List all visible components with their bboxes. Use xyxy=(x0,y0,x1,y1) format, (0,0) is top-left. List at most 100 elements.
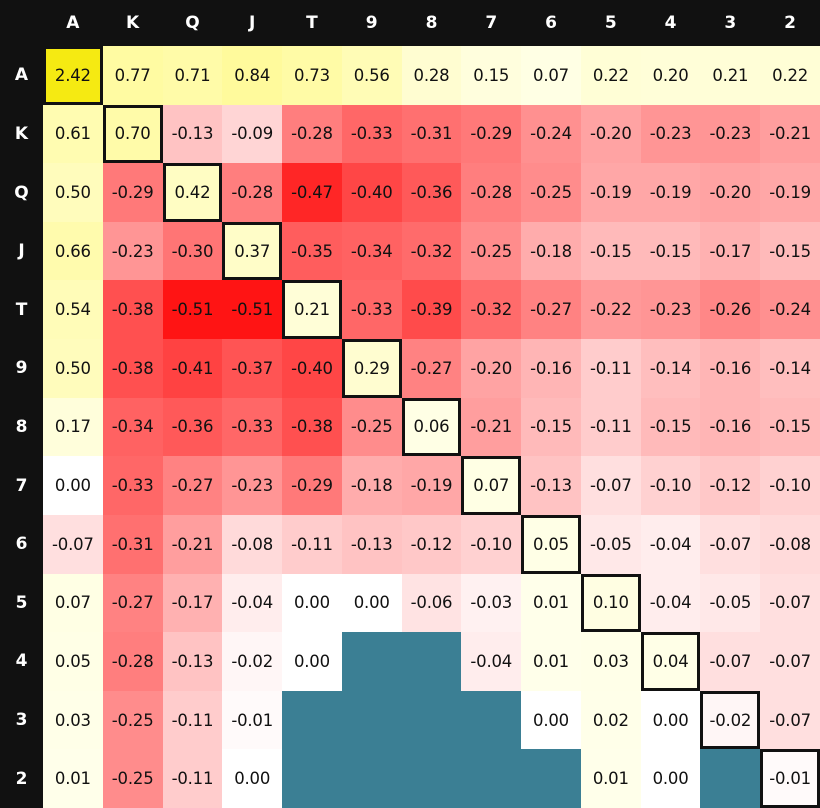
heatmap-cell: -0.23 xyxy=(222,456,283,515)
heatmap-cell: -0.07 xyxy=(700,632,761,691)
heatmap-cell: -0.15 xyxy=(521,397,581,457)
heatmap-cell: -0.24 xyxy=(521,104,581,164)
heatmap-cell: -0.20 xyxy=(700,163,761,222)
heatmap-cell: -0.28 xyxy=(282,104,342,164)
row-header: A xyxy=(14,65,29,86)
heatmap-cell: -0.36 xyxy=(401,163,462,222)
heatmap-cell: -0.31 xyxy=(102,514,163,574)
heatmap-cell: 0.73 xyxy=(282,46,342,105)
heatmap-cell: 0.00 xyxy=(341,573,402,633)
heatmap-cell: 0.00 xyxy=(640,690,701,750)
heatmap-cell: 0.20 xyxy=(640,46,701,105)
heatmap-cell: -0.47 xyxy=(282,163,342,222)
heatmap-cell: -0.07 xyxy=(760,573,820,633)
heatmap-cell: -0.23 xyxy=(102,221,163,281)
heatmap-cell: 0.29 xyxy=(341,339,402,398)
column-header: 8 xyxy=(425,13,438,33)
heatmap-cell-empty xyxy=(401,690,462,750)
heatmap-cell: -0.22 xyxy=(580,280,641,340)
heatmap-cell: 0.61 xyxy=(43,104,103,164)
heatmap-cell: -0.08 xyxy=(760,514,820,574)
heatmap-cell: -0.31 xyxy=(401,104,462,164)
heatmap-cell: -0.16 xyxy=(700,397,761,457)
heatmap-cell: -0.23 xyxy=(700,104,761,164)
heatmap-cell: -0.28 xyxy=(461,163,522,222)
heatmap-cell: -0.40 xyxy=(341,163,402,222)
heatmap-cell: 0.66 xyxy=(43,221,103,281)
heatmap-cell: -0.13 xyxy=(162,104,223,164)
heatmap-cell: -0.32 xyxy=(401,221,462,281)
heatmap-cell: -0.07 xyxy=(43,514,103,574)
heatmap-cell: -0.14 xyxy=(760,339,820,398)
heatmap-cell: 0.05 xyxy=(43,632,103,691)
column-header: 3 xyxy=(724,13,737,33)
heatmap-cell-empty xyxy=(341,690,402,750)
heatmap-cell: 0.00 xyxy=(521,690,581,750)
row-header: 3 xyxy=(15,710,28,731)
heatmap-cell: 0.01 xyxy=(580,749,641,808)
heatmap-cell: 0.50 xyxy=(43,339,103,398)
heatmap-cell-empty xyxy=(461,690,522,750)
heatmap-cell: -0.25 xyxy=(102,690,163,750)
heatmap-cell: -0.25 xyxy=(341,397,402,457)
heatmap-cell: -0.04 xyxy=(640,514,701,574)
row-header: Q xyxy=(14,182,29,203)
heatmap-cell: -0.11 xyxy=(282,514,342,574)
heatmap-cell: 0.56 xyxy=(341,46,402,105)
heatmap-cell: -0.29 xyxy=(461,104,522,164)
heatmap-cell: 0.07 xyxy=(461,456,522,515)
heatmap-cell: -0.07 xyxy=(760,690,820,750)
heatmap-cell: -0.15 xyxy=(580,221,641,281)
heatmap-cell: -0.17 xyxy=(700,221,761,281)
heatmap-cell: -0.14 xyxy=(640,339,701,398)
heatmap-cell: -0.20 xyxy=(461,339,522,398)
heatmap-cell: -0.32 xyxy=(461,280,522,340)
heatmap-cell: -0.34 xyxy=(102,397,163,457)
heatmap-cell: -0.21 xyxy=(162,514,223,574)
heatmap-cell: 0.00 xyxy=(282,573,342,633)
heatmap-cell: 0.50 xyxy=(43,163,103,222)
heatmap-cell: -0.18 xyxy=(521,221,581,281)
heatmap-cell: -0.07 xyxy=(760,632,820,691)
heatmap-cell: 0.03 xyxy=(580,632,641,691)
heatmap-cell: -0.41 xyxy=(162,339,223,398)
corner-cell xyxy=(0,0,43,46)
heatmap-cell: 0.77 xyxy=(102,46,163,105)
heatmap-cell: 0.06 xyxy=(401,397,462,457)
heatmap-cell: -0.10 xyxy=(760,456,820,515)
heatmap-cell: -0.01 xyxy=(760,749,820,808)
heatmap-cell: -0.01 xyxy=(222,690,283,750)
heatmap-cell-empty xyxy=(700,749,761,808)
heatmap-cell: -0.09 xyxy=(222,104,283,164)
heatmap-cell: 0.00 xyxy=(43,456,103,515)
heatmap-cell: -0.19 xyxy=(640,163,701,222)
heatmap-cell: 0.04 xyxy=(640,632,701,691)
heatmap-cell: -0.11 xyxy=(162,749,223,808)
heatmap-cell: 0.17 xyxy=(43,397,103,457)
heatmap-cell: -0.06 xyxy=(401,573,462,633)
heatmap-cell: -0.05 xyxy=(580,514,641,574)
row-header: 6 xyxy=(15,534,28,555)
heatmap-cell: -0.51 xyxy=(222,280,283,340)
row-header: 5 xyxy=(15,592,28,613)
heatmap-cell: -0.19 xyxy=(580,163,641,222)
heatmap-cell: -0.34 xyxy=(341,221,402,281)
heatmap-cell: -0.39 xyxy=(401,280,462,340)
heatmap-cell: -0.33 xyxy=(341,280,402,340)
heatmap-cell: -0.05 xyxy=(700,573,761,633)
heatmap-cell-empty xyxy=(282,690,342,750)
heatmap-cell: -0.26 xyxy=(700,280,761,340)
heatmap-cell-empty xyxy=(282,749,342,808)
heatmap-cell: 0.42 xyxy=(162,163,223,222)
heatmap-cell: -0.38 xyxy=(282,397,342,457)
heatmap-cell: -0.27 xyxy=(521,280,581,340)
heatmap-cell: -0.03 xyxy=(461,573,522,633)
heatmap-cell: 2.42 xyxy=(43,46,103,105)
heatmap-cell: -0.11 xyxy=(162,690,223,750)
heatmap-cell: 0.00 xyxy=(282,632,342,691)
heatmap-cell: -0.15 xyxy=(760,221,820,281)
heatmap-cell: 0.21 xyxy=(282,280,342,340)
heatmap-cell: -0.16 xyxy=(521,339,581,398)
heatmap-cell: -0.21 xyxy=(461,397,522,457)
